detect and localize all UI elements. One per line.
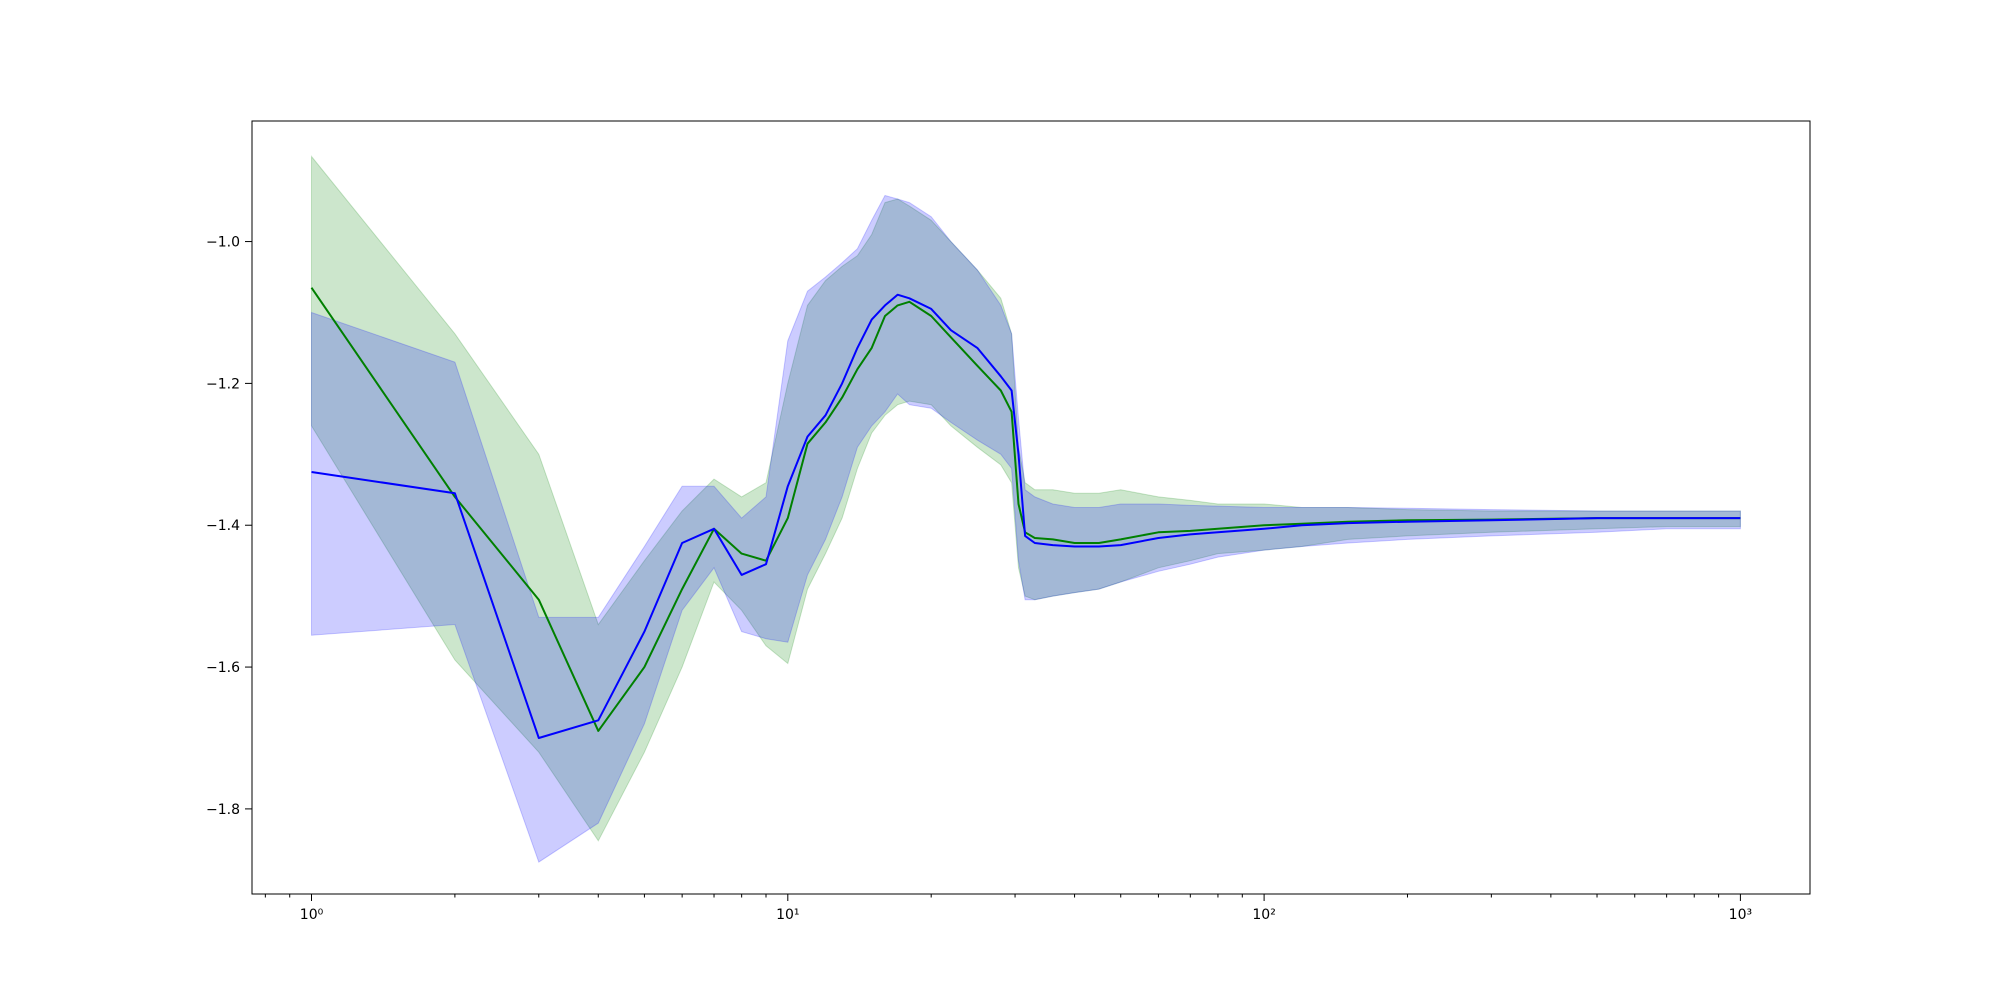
x-axis: 10⁰ 10¹ 10² 10³ [264,894,1752,923]
series-2-band [311,194,1741,863]
y-tick-label: −1.8 [206,802,240,818]
series-1-line [310,287,1741,732]
x-tick-label: 10⁰ [300,907,324,923]
x-tick-label: 10³ [1729,907,1752,923]
x-tick-label: 10¹ [776,907,799,923]
confidence-bands [311,155,1741,863]
x-tick-label: 10² [1252,907,1275,923]
series-2-line [311,293,1741,739]
series-1-band [311,155,1741,842]
series-lines [310,287,1741,739]
y-tick-label: −1.2 [206,376,240,392]
y-tick-label: −1.0 [206,235,240,251]
y-tick-label: −1.4 [206,518,240,534]
y-axis: −1.0 −1.2 −1.4 −1.6 −1.8 [206,235,252,818]
plot-frame [251,120,1811,895]
y-tick-label: −1.6 [206,660,240,676]
